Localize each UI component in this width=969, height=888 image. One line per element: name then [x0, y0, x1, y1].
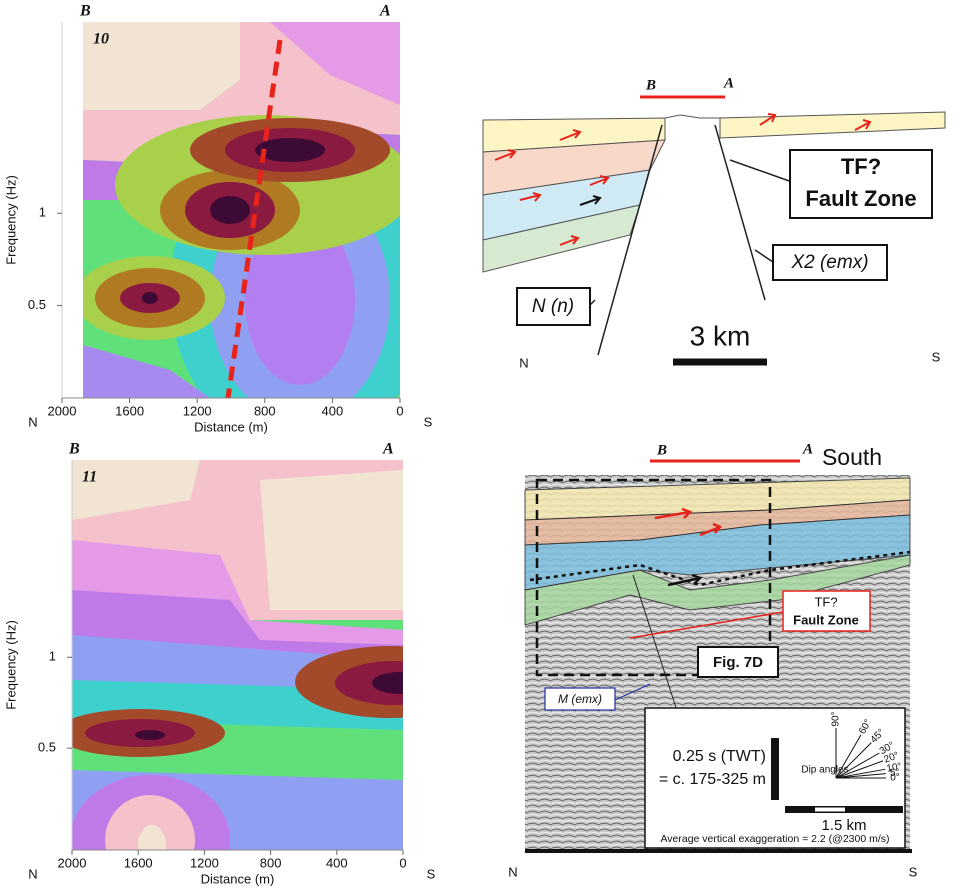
contour-map [72, 460, 403, 850]
dip-line [835, 760, 884, 779]
x-tick-label: 1200 [183, 403, 212, 418]
panel-number: 11 [82, 469, 97, 486]
fault-label: TF? [814, 594, 837, 609]
dip-line [835, 742, 872, 779]
x-tick-label: 400 [322, 403, 344, 418]
end-label: A [723, 75, 734, 91]
x-tick-label: 1200 [190, 855, 219, 870]
direction: S [424, 414, 433, 429]
x-tick-label: 1600 [124, 855, 153, 870]
dip-title: Dip angles [801, 765, 848, 776]
fault-label: Fault Zone [793, 612, 859, 627]
x-tick-label: 0 [396, 403, 403, 418]
y-axis-label: Frequency (Hz) [3, 175, 18, 265]
unit-label: N (n) [532, 296, 574, 317]
x-axis-label: Distance (m) [201, 871, 275, 886]
direction: S [909, 864, 918, 879]
y-axis-label: Frequency (Hz) [3, 620, 18, 710]
x-tick-label: 800 [254, 403, 276, 418]
direction: S [427, 866, 436, 881]
fault-label: TF? [841, 154, 881, 179]
x-tick-label: 1600 [115, 403, 144, 418]
twt-label: 0.25 s (TWT) [673, 748, 766, 765]
y-tick-label: 1 [49, 649, 56, 664]
dip-line [835, 734, 862, 779]
fault-label: Fault Zone [805, 186, 916, 211]
direction: N [519, 355, 528, 370]
dip-angle-label: 0° [890, 773, 900, 784]
end-label: A [379, 3, 391, 20]
x-tick-label: 2000 [48, 403, 77, 418]
dip-line [835, 752, 880, 779]
end-label: A [802, 441, 813, 457]
end-label: B [645, 77, 656, 93]
cross-section: B A TF? Fault Zone X2 (emx) N (n) 3 km N… [482, 75, 946, 370]
dip-angle-label: 90° [831, 711, 842, 726]
direction-title: South [822, 444, 882, 470]
depth-label: = c. 175-325 m [659, 771, 766, 788]
y-tick-label: 0.5 [28, 297, 46, 312]
dip-line [835, 768, 886, 779]
x-tick-label: 2000 [58, 855, 87, 870]
exaggeration-note: Average vertical exaggeration = 2.2 (@23… [660, 833, 889, 845]
dip-line [835, 773, 886, 779]
scale-label: 1.5 km [821, 817, 866, 834]
direction: N [28, 414, 37, 429]
y-tick-label: 1 [39, 205, 46, 220]
x-tick-label: 0 [399, 855, 406, 870]
scale-label: 3 km [690, 320, 751, 351]
direction: S [932, 349, 941, 364]
x-tick-label: 800 [260, 855, 282, 870]
contour-map [83, 22, 400, 398]
seismic-section: 90° 60°45°30°20°10°5°0° B A South TF? Fau… [508, 441, 917, 879]
x-axis-label: Distance (m) [194, 419, 268, 434]
end-label: B [68, 441, 80, 458]
end-label: B [79, 3, 91, 20]
unit-label: X2 (emx) [790, 252, 868, 273]
figure-ref: Fig. 7D [713, 654, 763, 671]
unit-label: M (emx) [558, 692, 602, 706]
end-label: B [656, 442, 667, 458]
direction: N [508, 864, 517, 879]
dip-angle-label: 10° [886, 761, 903, 774]
dip-angle-label: 5° [890, 767, 900, 779]
panel-number: 10 [93, 31, 109, 48]
x-tick-label: 400 [326, 855, 348, 870]
y-tick-label: 0.5 [38, 740, 56, 755]
end-label: A [382, 441, 394, 458]
dip-angle-label: 20° [883, 750, 901, 766]
direction: N [28, 866, 37, 881]
